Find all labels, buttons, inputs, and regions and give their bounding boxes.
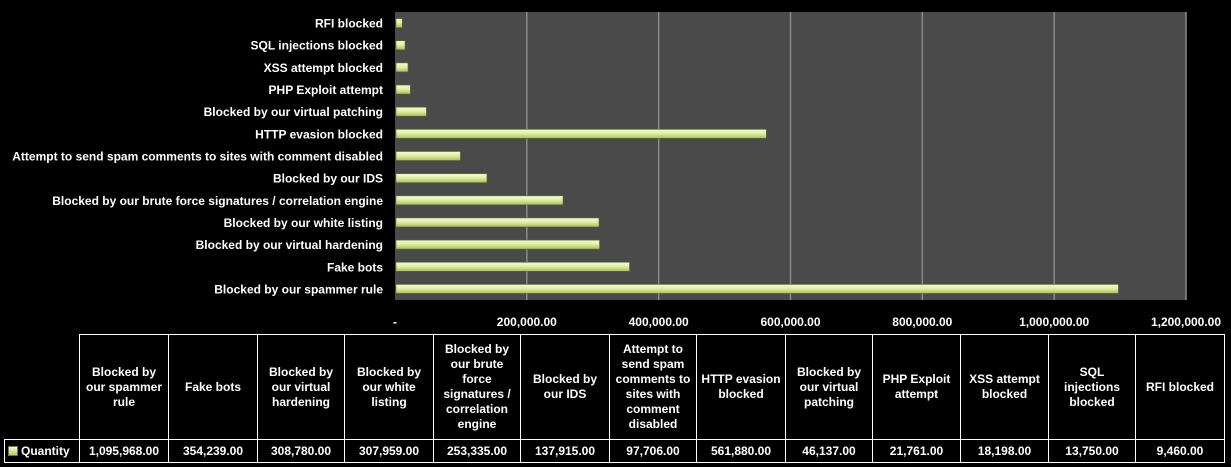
bar [395, 62, 409, 73]
category-labels: Blocked by our spammer rule Fake bots Bloc… [12, 17, 383, 297]
table-header-cell: Fake bots [168, 334, 258, 440]
table-value-cell: 97,706.00 [609, 439, 697, 463]
data-table: Blocked by our spammer rule Fake bots Bloc… [4, 334, 1225, 463]
table-header-cell: RFI blocked [1135, 334, 1225, 440]
category-label: PHP Exploit attempt [269, 83, 383, 97]
bar [395, 151, 461, 161]
bar [395, 129, 767, 139]
table-value-cell: 21,761.00 [872, 439, 961, 463]
bar [395, 106, 427, 117]
table-value-cell: 46,137.00 [785, 439, 873, 463]
bar [395, 217, 600, 228]
x-tick-label: 600,000.00 [760, 315, 820, 329]
x-tick-label: 1,000,000.00 [1019, 315, 1089, 329]
bar [395, 284, 1119, 294]
table-value-cell: 137,915.00 [520, 439, 610, 463]
category-label: XSS attempt blocked [264, 61, 383, 75]
category-label: RFI blocked [315, 17, 383, 31]
gridlines [526, 12, 1187, 300]
table-header-cell: PHP Exploit attempt [872, 334, 961, 440]
table-corner [4, 334, 80, 440]
bars [395, 18, 1119, 294]
legend-swatch [8, 445, 18, 456]
category-label: Blocked by our spammer rule [214, 282, 383, 296]
bar [395, 84, 411, 95]
bar [395, 173, 488, 183]
category-label: Attempt to send spam comments to sites w… [12, 150, 383, 164]
table-header-cell: Attempt to send spam comments to sites w… [609, 334, 697, 440]
table-header-row: Blocked by our spammer rule Fake bots Bloc… [4, 334, 1225, 440]
table-header-cell: Blocked by our virtual patching [785, 334, 873, 440]
category-label: Blocked by our virtual hardening [196, 238, 383, 252]
category-label: Blocked by our white listing [224, 216, 383, 230]
x-tick-label: - [393, 315, 397, 329]
table-value-cell: 253,335.00 [433, 439, 521, 463]
table-value-cell: 9,460.00 [1135, 439, 1225, 463]
table-header-cell: Blocked by our white listing [344, 334, 434, 440]
x-tick-label: 800,000.00 [892, 315, 952, 329]
bar [395, 239, 600, 250]
x-tick-label: 400,000.00 [629, 315, 689, 329]
legend-entry: Quantity [4, 439, 80, 463]
table-header-cell: XSS attempt blocked [960, 334, 1049, 440]
table-value-cell: 308,780.00 [257, 439, 345, 463]
legend-label: Quantity [21, 443, 70, 458]
table-value-cell: 1,095,968.00 [79, 439, 169, 463]
table-row: Quantity 1,095,968.00 354,239.00 308,780.0… [4, 439, 1225, 463]
table-header-cell: Blocked by our spammer rule [79, 334, 169, 440]
x-tick-label: 200,000.00 [497, 315, 557, 329]
bar-chart: Blocked by our spammer rule Fake bots Bloc… [12, 12, 1221, 329]
bar [395, 261, 630, 272]
table-header-cell: HTTP evasion blocked [696, 334, 786, 440]
table-value-cell: 307,959.00 [344, 439, 434, 463]
category-label: Blocked by our virtual patching [204, 105, 383, 119]
category-label: Blocked by our IDS [273, 172, 383, 186]
table-header-cell: Blocked by our brute force signatures / … [433, 334, 521, 440]
category-label: SQL injections blocked [251, 39, 383, 53]
table-header-cell: Blocked by our virtual hardening [257, 334, 345, 440]
table-header-cell: SQL injections blocked [1048, 334, 1136, 440]
bar [395, 40, 406, 51]
table-value-cell: 13,750.00 [1048, 439, 1136, 463]
table-header-cell: Blocked by our IDS [520, 334, 610, 440]
category-label: HTTP evasion blocked [255, 127, 383, 141]
category-label: Fake bots [327, 260, 383, 274]
x-axis-tick-labels: - 200,000.00 400,000.00 600,000.00 800,000.0… [393, 315, 1221, 329]
x-tick-label: 1,200,000.00 [1151, 315, 1221, 329]
table-value-cell: 18,198.00 [960, 439, 1049, 463]
bar [395, 195, 564, 206]
category-label: Blocked by our brute force signatures / … [52, 194, 383, 208]
bar [395, 18, 403, 28]
table-value-cell: 354,239.00 [168, 439, 258, 463]
table-value-cell: 561,880.00 [696, 439, 786, 463]
